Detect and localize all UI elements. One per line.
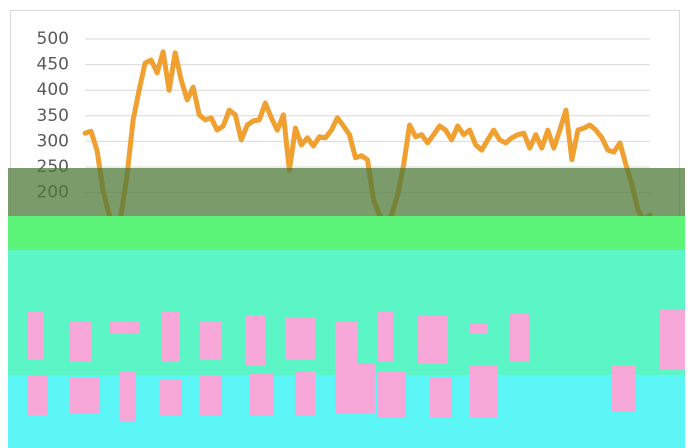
y-tick-label: 500 (37, 29, 69, 49)
y-tick-label: 300 (37, 131, 69, 151)
data-line (82, 49, 653, 233)
y-tick-label: 450 (37, 55, 69, 75)
y-tick-label: 400 (37, 80, 69, 100)
y-tick-label: 350 (37, 106, 69, 126)
overlay-band (8, 168, 685, 216)
overlay-band (8, 216, 685, 250)
overlay-blocks (28, 310, 685, 422)
